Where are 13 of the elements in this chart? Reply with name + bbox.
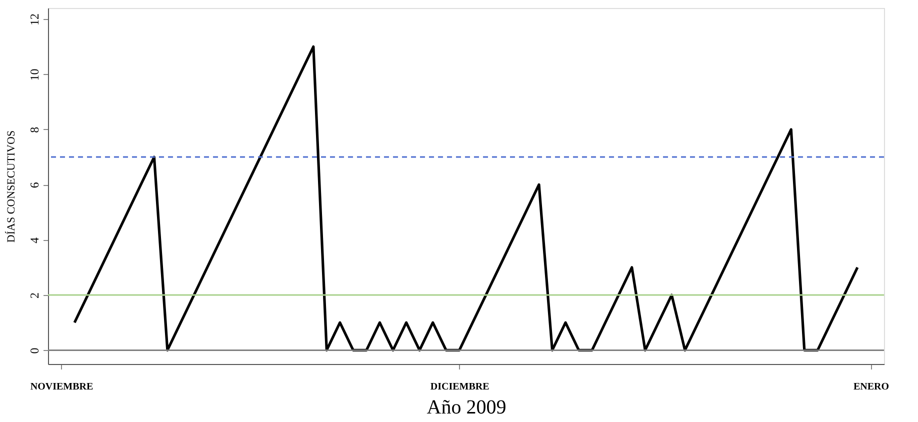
x-tick-label: NOVIEMBRE (30, 382, 94, 392)
x-axis-title: Año 2009 (426, 396, 506, 418)
y-tick-label: 2 (28, 292, 42, 299)
x-tick-label: DICIEMBRE (430, 382, 490, 392)
line-series (73, 45, 859, 352)
y-axis-title: DÍAS CONSECUTIVOS (4, 130, 18, 243)
y-tick-label: 8 (28, 126, 42, 133)
y-tick-label: 4 (28, 237, 42, 244)
y-tick-label: 0 (28, 348, 42, 354)
y-tick-label: 12 (28, 14, 42, 26)
y-tick-label: 6 (28, 182, 42, 188)
x-tick-label: ENERO (853, 382, 890, 392)
y-tick-label: 10 (28, 68, 42, 81)
